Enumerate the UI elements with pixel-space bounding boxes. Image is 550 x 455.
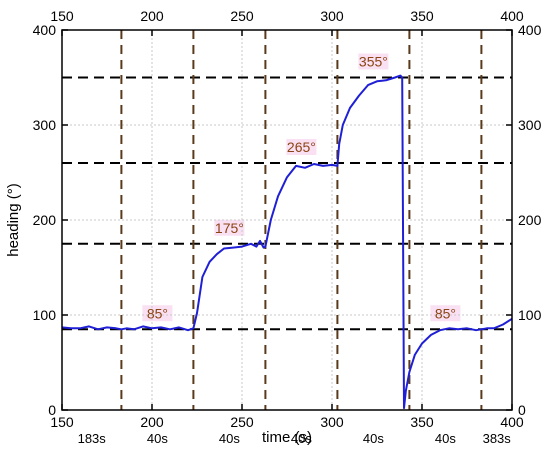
duration-label-5: 40s	[435, 431, 456, 446]
y-tick-label-right-400: 400	[518, 22, 542, 38]
duration-label-3: 40s	[291, 431, 312, 446]
y-tick-label-left-200: 200	[33, 212, 57, 228]
x-tick-label-top-300: 300	[320, 8, 344, 24]
x-tick-label-bottom-350: 350	[410, 414, 434, 430]
y-axis-title: heading (°)	[5, 183, 22, 257]
heading-label-highlight-0	[142, 305, 173, 322]
heading-label-highlight-1	[214, 219, 245, 236]
duration-label-0: 183s	[78, 431, 107, 446]
y-tick-label-left-0: 0	[48, 402, 56, 418]
y-tick-label-left-100: 100	[33, 307, 57, 323]
heading-label-4: 85°	[435, 305, 456, 321]
x-tick-label-bottom-250: 250	[230, 414, 254, 430]
x-tick-label-bottom-150: 150	[50, 414, 74, 430]
heading-label-1: 175°	[215, 220, 244, 236]
x-tick-label-top-400: 400	[500, 8, 524, 24]
x-tick-label-bottom-400: 400	[500, 414, 524, 430]
heading-label-0: 85°	[147, 305, 168, 321]
heading-label-highlight-2	[286, 139, 317, 155]
x-tick-label-bottom-300: 300	[320, 414, 344, 430]
heading-series-line-0	[61, 74, 513, 410]
duration-label-1: 40s	[147, 431, 168, 446]
heading-label-highlight-3	[358, 53, 389, 70]
y-tick-label-left-300: 300	[33, 117, 57, 133]
y-tick-label-right-0: 0	[518, 402, 526, 418]
y-tick-label-left-400: 400	[33, 22, 57, 38]
x-tick-label-top-250: 250	[230, 8, 254, 24]
heading-label-3: 355°	[359, 54, 388, 70]
duration-label-2: 40s	[219, 431, 240, 446]
heading-label-highlight-4	[430, 305, 461, 322]
x-tick-label-bottom-200: 200	[140, 414, 164, 430]
heading-label-2: 265°	[287, 139, 316, 155]
duration-label-4: 40s	[363, 431, 384, 446]
y-tick-label-right-200: 200	[518, 212, 542, 228]
x-tick-label-top-200: 200	[140, 8, 164, 24]
y-tick-label-right-100: 100	[518, 307, 542, 323]
duration-label-6: 383s	[483, 431, 512, 446]
x-tick-label-top-150: 150	[50, 8, 74, 24]
x-axis-title: time (s)	[262, 429, 312, 446]
y-tick-label-right-300: 300	[518, 117, 542, 133]
x-tick-label-top-350: 350	[410, 8, 434, 24]
